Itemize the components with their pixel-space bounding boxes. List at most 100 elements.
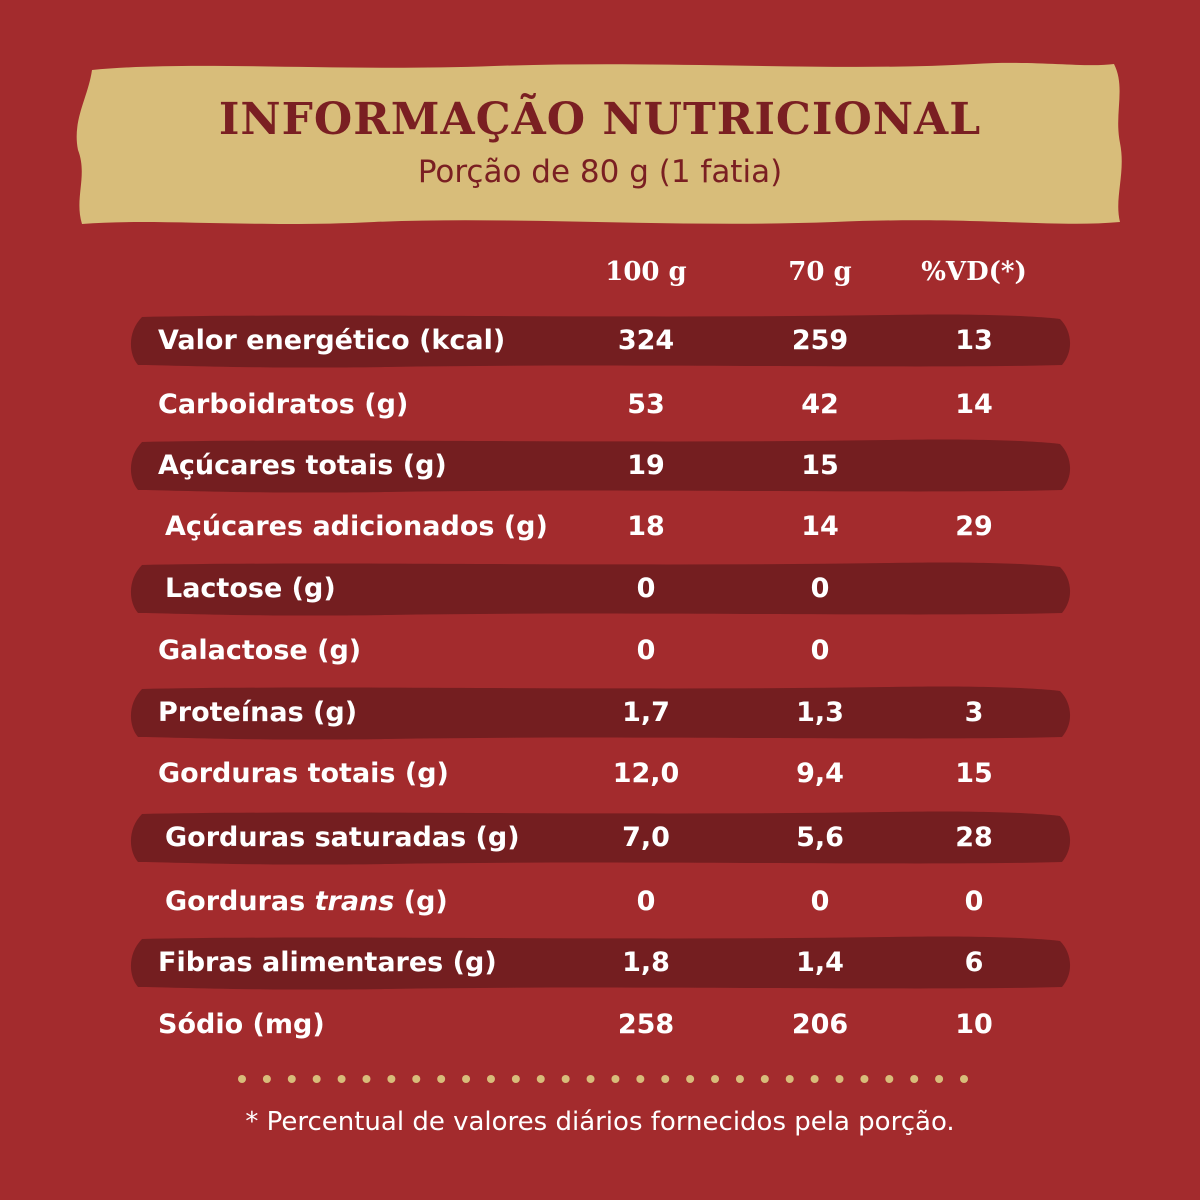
value-vd: 15 <box>955 758 993 789</box>
row-label: Sódio (mg) <box>158 1009 325 1040</box>
value-vd: 0 <box>964 886 984 917</box>
separator-dot <box>686 1075 695 1083</box>
table-row: Valor energético (kcal) 324 259 13 <box>128 313 1072 369</box>
value-100g: 19 <box>627 450 665 481</box>
separator-dot <box>885 1075 894 1083</box>
value-vd: 28 <box>955 822 993 853</box>
row-stripe <box>130 811 1071 865</box>
separator-dot <box>387 1075 396 1083</box>
value-100g: 1,7 <box>622 697 670 728</box>
value-100g: 0 <box>636 886 656 917</box>
separator-dot <box>561 1075 570 1083</box>
value-100g: 0 <box>636 573 656 604</box>
value-100g: 12,0 <box>612 758 680 789</box>
value-70g: 0 <box>810 573 830 604</box>
value-70g: 0 <box>810 886 830 917</box>
separator-dot <box>910 1075 919 1083</box>
separator-dot <box>586 1075 595 1083</box>
value-70g: 42 <box>801 389 839 420</box>
value-70g: 15 <box>801 450 839 481</box>
row-label-part: (g) <box>403 886 448 917</box>
value-70g: 0 <box>810 635 830 666</box>
table-row: Gorduras totais (g) 12,0 9,4 15 <box>128 746 1072 802</box>
serving-size: Porção de 80 g (1 fatia) <box>417 154 783 190</box>
value-70g: 259 <box>791 325 849 356</box>
separator-dot <box>611 1075 620 1083</box>
separator-dot <box>860 1075 869 1083</box>
value-vd: 29 <box>955 511 993 542</box>
separator-dot <box>711 1075 720 1083</box>
value-100g: 7,0 <box>622 822 670 853</box>
value-100g: 324 <box>617 325 675 356</box>
column-header-100g: 100 g <box>605 257 687 287</box>
row-label: Galactose (g) <box>158 635 362 666</box>
row-stripe <box>130 562 1071 616</box>
value-100g: 1,8 <box>622 947 670 978</box>
separator-dot <box>412 1075 421 1083</box>
value-vd <box>894 623 1054 679</box>
row-stripe <box>130 686 1071 740</box>
value-vd <box>894 438 1054 494</box>
separator-dot <box>810 1075 819 1083</box>
separator-dot <box>536 1075 545 1083</box>
row-stripe <box>130 936 1071 990</box>
value-100g: 18 <box>627 511 665 542</box>
table-row: Gorduras saturadas (g) 7,0 5,6 28 <box>128 810 1072 866</box>
separator-dot <box>735 1075 744 1083</box>
separator-dot <box>636 1075 645 1083</box>
table-row: Gorduras trans (g) 0 0 0 <box>128 874 1072 930</box>
row-label: Fibras alimentares (g) <box>158 947 497 978</box>
row-label: Carboidratos (g) <box>158 389 409 420</box>
row-label-emphasis: trans <box>314 886 395 917</box>
separator-dot <box>511 1075 520 1083</box>
value-vd <box>894 561 1054 617</box>
separator-dot <box>262 1075 271 1083</box>
row-label: Lactose (g) <box>165 573 336 604</box>
separator-dot <box>835 1075 844 1083</box>
separator-dot <box>238 1075 246 1083</box>
value-vd: 13 <box>955 325 993 356</box>
footnote: * Percentual de valores diários fornecid… <box>245 1107 955 1137</box>
value-70g: 1,3 <box>796 697 844 728</box>
table-row: Carboidratos (g) 53 42 14 <box>128 377 1072 433</box>
value-70g: 5,6 <box>796 822 844 853</box>
value-vd: 6 <box>964 947 984 978</box>
table-row: Galactose (g) 0 0 <box>128 623 1072 679</box>
value-100g: 258 <box>617 1009 675 1040</box>
row-stripe <box>130 314 1071 368</box>
page-title: INFORMAÇÃO NUTRICIONAL <box>218 94 982 145</box>
row-label: Gorduras saturadas (g) <box>165 822 520 853</box>
separator-dot <box>462 1075 471 1083</box>
row-label: Proteínas (g) <box>158 697 358 728</box>
value-70g: 206 <box>791 1009 849 1040</box>
separator-dot <box>661 1075 670 1083</box>
separator-dot <box>362 1075 371 1083</box>
separator-dot <box>287 1075 296 1083</box>
table-row: Açúcares totais (g) 19 15 <box>128 438 1072 494</box>
table-row: Açúcares adicionados (g) 18 14 29 <box>128 499 1072 555</box>
row-label-part: Gorduras <box>165 886 306 917</box>
row-stripe <box>130 439 1071 493</box>
column-header-70g: 70 g <box>788 257 852 287</box>
separator-dot <box>785 1075 794 1083</box>
separator-dot <box>960 1075 968 1083</box>
value-100g: 0 <box>636 635 656 666</box>
value-70g: 1,4 <box>796 947 844 978</box>
separator-dot <box>312 1075 321 1083</box>
value-vd: 3 <box>964 697 984 728</box>
separator-dot <box>760 1075 769 1083</box>
separator-dot <box>337 1075 346 1083</box>
title-banner <box>74 58 1126 228</box>
row-label: Açúcares totais (g) <box>158 450 447 481</box>
table-row: Sódio (mg) 258 206 10 <box>128 997 1072 1053</box>
row-label: Valor energético (kcal) <box>158 325 506 356</box>
row-label: Açúcares adicionados (g) <box>165 511 548 542</box>
separator-dot <box>935 1075 944 1083</box>
value-100g: 53 <box>627 389 665 420</box>
separator-dot <box>437 1075 446 1083</box>
value-vd: 10 <box>955 1009 993 1040</box>
row-label: Gorduras totais (g) <box>158 758 449 789</box>
column-header-vd: %VD(*) <box>921 257 1027 287</box>
separator-dot <box>486 1075 495 1083</box>
value-vd: 14 <box>955 389 993 420</box>
